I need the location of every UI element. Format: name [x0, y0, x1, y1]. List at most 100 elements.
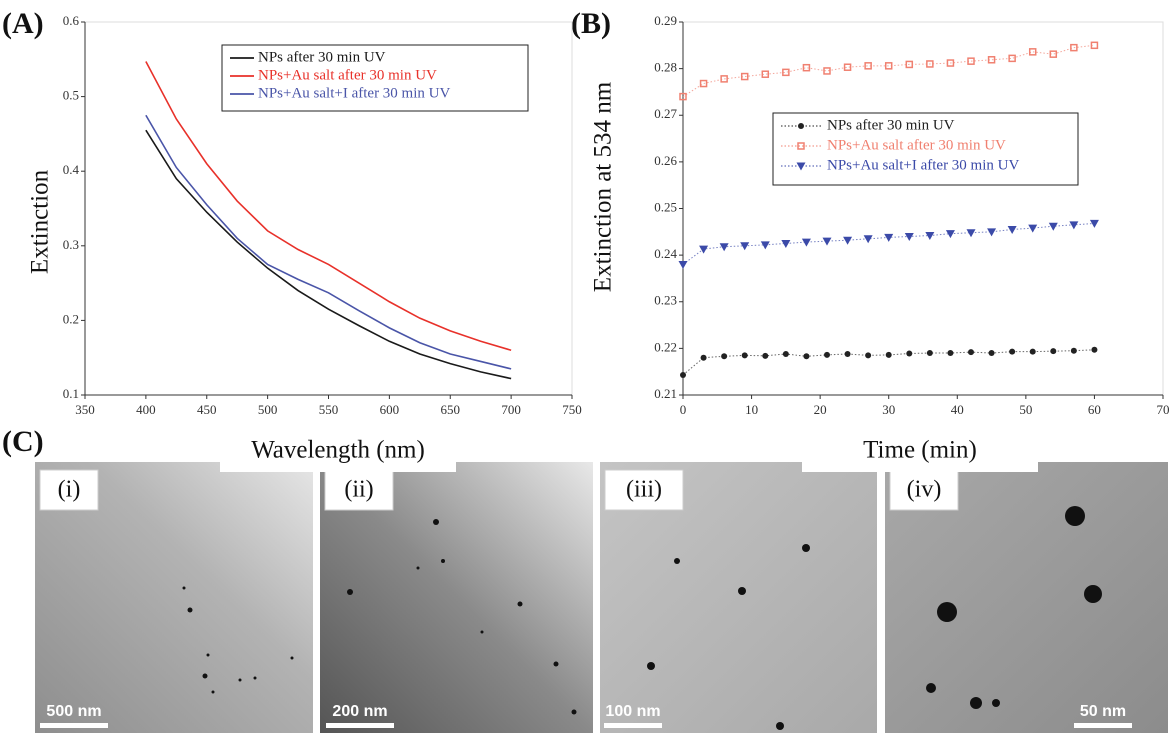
x-tick-label: 40 — [951, 402, 964, 417]
y-tick-label: 0.5 — [63, 88, 79, 103]
micrograph-label: (ii) — [344, 477, 373, 503]
marker — [740, 72, 749, 81]
y-tick-label: 0.28 — [654, 60, 677, 75]
marker — [700, 354, 707, 361]
marker — [1091, 346, 1098, 353]
marker — [904, 232, 914, 241]
panel-label: (C) — [2, 425, 44, 458]
x-tick-label: 70 — [1157, 402, 1170, 417]
y-tick-label: 0.2 — [63, 311, 79, 326]
y-tick-label: 0.24 — [654, 246, 677, 261]
marker — [968, 349, 974, 356]
line — [682, 44, 1095, 98]
x-tick-label: 400 — [136, 402, 156, 417]
marker — [1049, 50, 1058, 58]
micrograph-label: (iv) — [907, 477, 942, 503]
y-tick-label: 0.26 — [654, 153, 677, 168]
marker — [947, 350, 954, 357]
y-tick-label: 0.23 — [654, 293, 677, 308]
micrograph-images — [35, 462, 1168, 733]
y-tick-label: 0.25 — [654, 199, 677, 214]
y-axis-label: Extinction — [27, 169, 54, 274]
legend-label: NPs+Au salt+I after 30 min UV — [827, 157, 1019, 173]
marker — [798, 123, 804, 129]
marker — [1089, 219, 1099, 228]
x-tick-label: 750 — [562, 402, 582, 417]
marker — [720, 75, 728, 83]
marker — [988, 350, 995, 357]
marker — [1069, 221, 1079, 230]
x-tick-label: 650 — [441, 402, 461, 417]
legend-label: NPs+Au salt+I after 30 min UV — [258, 85, 450, 101]
marker — [823, 67, 831, 75]
plot-frame — [682, 21, 1164, 396]
marker — [822, 237, 832, 246]
marker — [945, 230, 955, 239]
scale-label: 100 nm — [605, 703, 660, 720]
x-label-bg — [802, 432, 1038, 472]
x-tick-label: 60 — [1088, 402, 1101, 417]
marker — [926, 60, 934, 68]
marker — [925, 232, 935, 241]
marker — [680, 371, 686, 378]
marker — [843, 63, 852, 71]
y-tick-label: 0.6 — [63, 13, 80, 28]
x-tick-label: 700 — [501, 402, 521, 417]
marker — [863, 235, 873, 244]
marker — [678, 260, 688, 269]
marker — [1070, 43, 1078, 52]
x-tick-label: 600 — [380, 402, 400, 417]
marker — [844, 350, 851, 357]
line — [145, 129, 512, 380]
x-tick-label: 350 — [75, 402, 95, 417]
marker — [1008, 54, 1016, 63]
marker — [987, 56, 996, 64]
y-tick-label: 0.3 — [63, 237, 79, 252]
x-tick-label: 30 — [882, 402, 895, 417]
x-tick-label: 50 — [1019, 402, 1032, 417]
marker — [761, 70, 770, 78]
x-label-bg — [220, 432, 456, 472]
scale-label: 50 nm — [1080, 703, 1126, 720]
scale-bar — [326, 723, 394, 728]
marker — [1028, 48, 1037, 56]
x-axis-label: Wavelength (nm) — [251, 437, 425, 464]
marker — [884, 233, 894, 242]
x-tick-label: 0 — [680, 402, 687, 417]
marker — [801, 238, 811, 247]
line — [682, 349, 1095, 376]
marker — [1090, 41, 1099, 50]
marker — [864, 62, 872, 70]
marker — [1050, 348, 1057, 355]
panel-label: (A) — [2, 7, 44, 40]
marker — [1070, 347, 1077, 354]
marker — [1048, 222, 1058, 231]
legend-label: NPs+Au salt after 30 min UV — [258, 67, 437, 83]
marker — [679, 92, 687, 101]
y-tick-label: 0.27 — [654, 106, 677, 121]
x-tick-label: 450 — [197, 402, 217, 417]
marker — [843, 236, 853, 245]
legend-box — [221, 44, 529, 112]
marker — [946, 59, 955, 67]
marker — [796, 162, 806, 171]
label-box — [604, 469, 684, 511]
y-axis-label: Extinction at 534 nm — [590, 81, 617, 292]
marker — [905, 60, 914, 69]
legend-box — [772, 112, 1079, 186]
marker — [885, 351, 892, 358]
label-box — [39, 469, 99, 511]
marker — [719, 243, 729, 252]
x-axis-label: Time (min) — [863, 437, 977, 464]
marker — [741, 352, 748, 359]
marker — [1029, 348, 1036, 355]
panel-label: (B) — [571, 7, 611, 40]
y-tick-label: 0.4 — [63, 162, 80, 177]
y-tick-label: 0.29 — [654, 13, 677, 28]
x-tick-label: 10 — [745, 402, 758, 417]
marker — [865, 352, 872, 359]
scale-bar — [1074, 723, 1132, 728]
scale-bar — [40, 723, 108, 728]
marker — [721, 353, 728, 360]
